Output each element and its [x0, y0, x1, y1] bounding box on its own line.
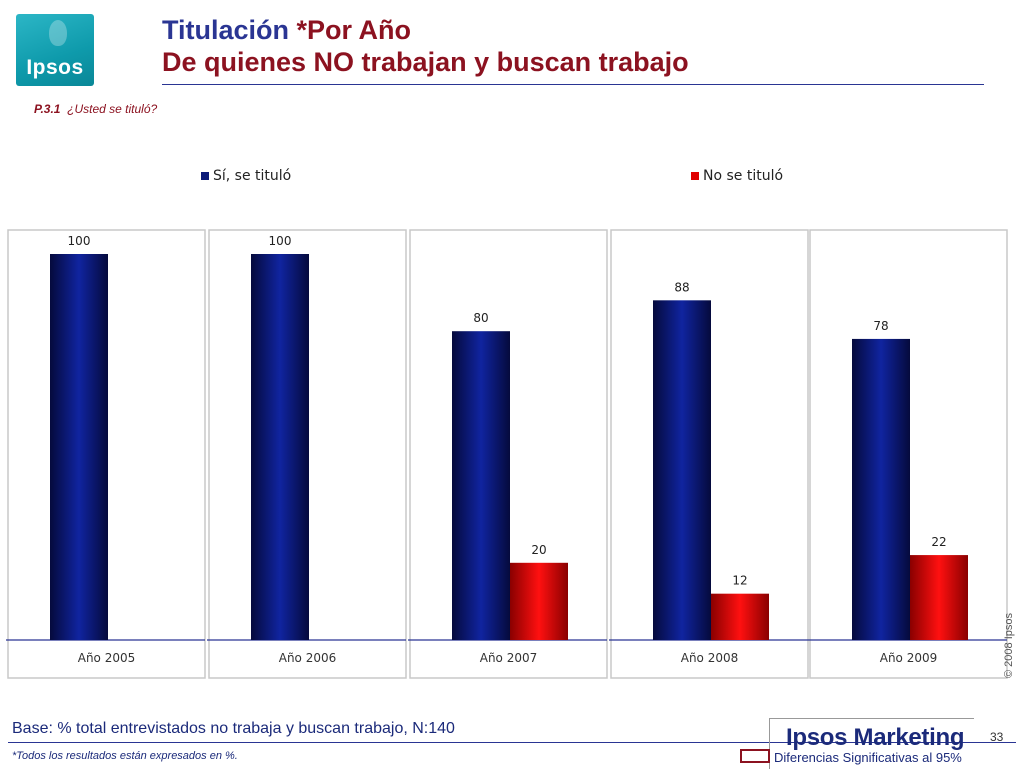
logo-head-icon — [49, 20, 67, 46]
title-main: Titulación — [162, 15, 297, 45]
bar — [653, 300, 711, 640]
ipsos-logo: Ipsos — [16, 14, 94, 86]
legend-swatch-red — [691, 172, 699, 180]
page-title-line2: De quienes NO trabajan y buscan trabajo — [162, 47, 689, 77]
page-title-line1: Titulación *Por Año — [162, 14, 411, 46]
question-label: P.3.1 ¿Usted se tituló? — [34, 102, 157, 116]
bar — [711, 593, 769, 640]
bar — [910, 555, 968, 640]
title-accent: *Por Año — [296, 15, 412, 45]
bar — [50, 254, 108, 640]
data-label: 12 — [732, 574, 747, 588]
bar — [452, 331, 510, 640]
significance-label: Diferencias Significativas al 95% — [774, 750, 962, 765]
data-label: 100 — [269, 234, 292, 248]
base-note: Base: % total entrevistados no trabaja y… — [12, 720, 455, 737]
legend-swatch-blue — [201, 172, 209, 180]
data-label: 20 — [531, 543, 546, 557]
category-label: Año 2006 — [279, 651, 337, 665]
question-code: P.3.1 — [34, 102, 61, 116]
bar — [852, 338, 910, 640]
data-label: 88 — [674, 280, 689, 294]
legend-label-no: No se tituló — [703, 168, 784, 184]
legend-item-no: No se tituló — [691, 168, 783, 184]
question-text: ¿Usted se tituló? — [67, 102, 158, 116]
footer-divider — [8, 742, 1016, 743]
category-label: Año 2007 — [480, 651, 538, 665]
category-label: Año 2005 — [78, 651, 136, 665]
footnote: *Todos los resultados están expresados e… — [12, 750, 238, 762]
copyright-text: © 2008 Ipsos — [1003, 613, 1015, 678]
bar — [251, 254, 309, 640]
logo-text: Ipsos — [26, 56, 84, 79]
data-label: 78 — [873, 319, 888, 333]
brand-box — [769, 718, 974, 769]
data-label: 22 — [931, 535, 946, 549]
category-label: Año 2009 — [880, 651, 938, 665]
data-label: 80 — [473, 311, 488, 325]
page-number: 33 — [990, 730, 1004, 744]
bar-chart: Año 2005 Año 2006 Año 2007 Año 2008 Año 2009… — [6, 229, 1008, 679]
legend-label-si: Sí, se tituló — [213, 168, 292, 184]
significance-swatch — [740, 749, 770, 763]
data-label: 100 — [68, 234, 91, 248]
brand-name: Ipsos Marketing — [786, 724, 965, 751]
category-label: Año 2008 — [681, 651, 739, 665]
legend-item-si: Sí, se tituló — [201, 168, 291, 184]
title-divider — [162, 84, 984, 85]
bar — [510, 562, 568, 640]
